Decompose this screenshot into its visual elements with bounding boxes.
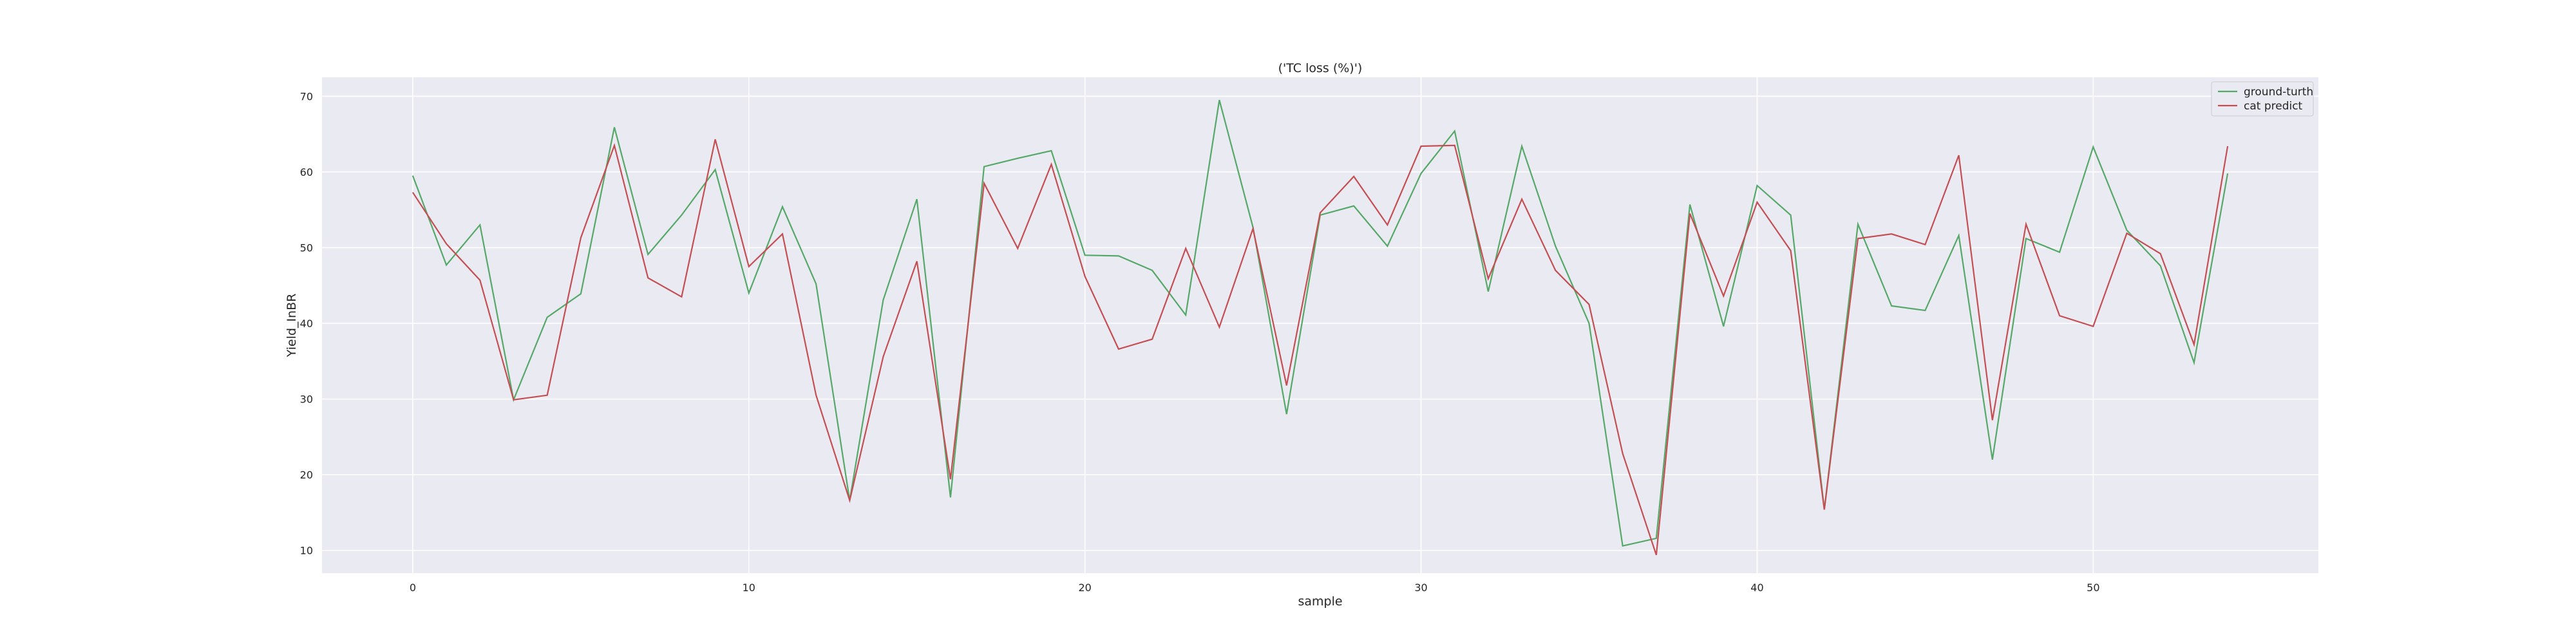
- y-axis: 10 20 30 40 50 60 70: [300, 90, 313, 556]
- y-tick-label: 20: [300, 469, 313, 481]
- x-axis-label: sample: [1298, 594, 1342, 609]
- x-tick-label: 40: [1750, 582, 1763, 594]
- legend-entry: cat predict: [2244, 100, 2303, 113]
- series-layer: [412, 100, 2229, 556]
- x-tick-label: 0: [410, 582, 416, 594]
- x-tick-label: 20: [1079, 582, 1092, 594]
- y-tick-label: 70: [300, 90, 313, 102]
- legend-entry: ground-turth: [2244, 86, 2313, 99]
- series-line-2: [412, 139, 2229, 556]
- plot-background: [322, 77, 2318, 573]
- chart-title: ('TC loss (%)'): [1278, 61, 1363, 75]
- y-tick-label: 50: [300, 242, 313, 254]
- x-tick-label: 50: [2087, 582, 2099, 594]
- y-tick-label: 60: [300, 166, 313, 178]
- y-tick-label: 10: [300, 545, 313, 557]
- y-tick-label: 30: [300, 393, 313, 406]
- y-axis-label: Yield_InBR: [285, 294, 299, 358]
- legend-box: [2211, 81, 2314, 117]
- y-tick-label: 40: [300, 317, 313, 330]
- x-tick-label: 30: [1414, 582, 1427, 594]
- x-axis: 0 10 20 30 40 50: [410, 582, 2100, 594]
- x-tick-label: 10: [743, 582, 755, 594]
